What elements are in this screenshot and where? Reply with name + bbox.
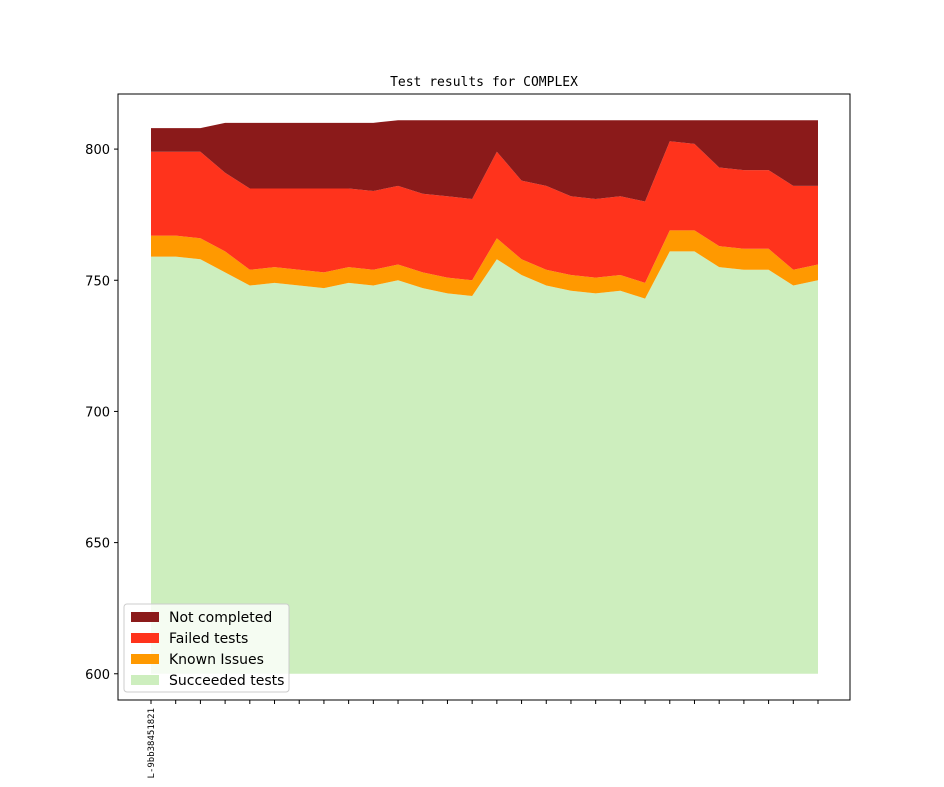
legend-swatch-failed-tests [131, 633, 159, 643]
y-axis: 600 650 700 750 800 [85, 143, 118, 683]
x-axis: L-9bb38451821 [147, 700, 819, 778]
y-tick-label: 800 [85, 143, 110, 158]
legend: Not completed Failed tests Known Issues Suc… [123, 603, 290, 693]
area-succeeded-tests [151, 251, 818, 674]
area-known-issues [151, 230, 818, 299]
x-tick-label: L-9bb38451821 [147, 708, 157, 778]
legend-label-known-issues: Known Issues [169, 652, 264, 668]
y-tick-label: 600 [85, 668, 110, 683]
chart-title: Test results for COMPLEX [390, 75, 578, 90]
plot-frame [117, 93, 851, 701]
y-tick-label: 650 [85, 537, 110, 552]
legend-label-succeeded-tests: Succeeded tests [169, 673, 284, 689]
y-tick-label: 700 [85, 405, 110, 420]
legend-swatch-succeeded-tests [131, 675, 159, 685]
area-series-group [151, 120, 818, 674]
y-tick-label: 750 [85, 274, 110, 289]
legend-swatch-known-issues [131, 654, 159, 664]
legend-label-not-completed: Not completed [169, 610, 272, 626]
legend-swatch-not-completed [131, 612, 159, 622]
area-failed-tests [151, 141, 818, 283]
legend-label-failed-tests: Failed tests [169, 631, 248, 647]
legend-box [123, 603, 290, 693]
area-not-completed [151, 120, 818, 202]
